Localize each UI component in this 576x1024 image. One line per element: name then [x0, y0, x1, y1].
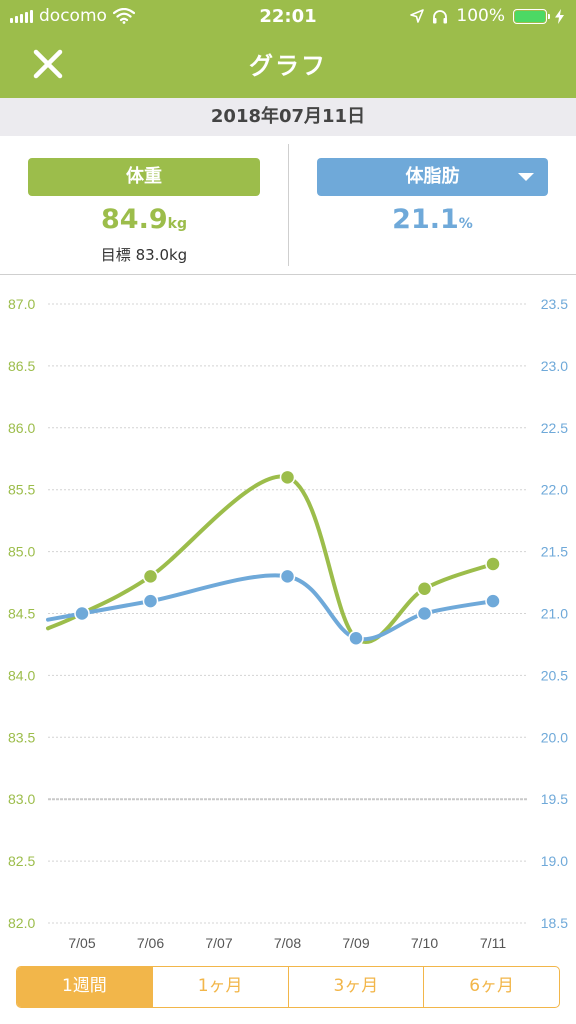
- right-axis-tick: 22.5: [541, 420, 568, 436]
- right-axis-tick: 18.5: [541, 915, 568, 931]
- weight-value: 84.9kg: [28, 204, 260, 235]
- weight-fat-chart: 87.0 23.5 86.5 23.0 86.0 22.5 85.5 22.0 85.0 21.5…: [8, 296, 568, 951]
- body-fat-point: [485, 593, 501, 609]
- body-fat-point: [348, 630, 364, 647]
- charging-icon: [555, 8, 564, 24]
- range-tab-3months[interactable]: 3ヶ月: [287, 967, 424, 1007]
- right-axis-tick: 21.0: [541, 606, 568, 622]
- right-axis-tick: 22.0: [541, 482, 568, 498]
- range-tab-6months[interactable]: 6ヶ月: [423, 967, 559, 1007]
- x-axis-tick: 7/05: [68, 935, 95, 951]
- goal-value: 83.0kg: [135, 246, 188, 264]
- left-axis-tick: 83.5: [8, 729, 35, 745]
- close-button[interactable]: [28, 44, 68, 84]
- weight-number: 84.9: [101, 204, 168, 235]
- range-selector: 1週間 1ヶ月 3ヶ月 6ヶ月: [16, 966, 560, 1008]
- left-axis-tick: 82.5: [8, 853, 35, 869]
- weight-goal: 目標 83.0kg: [28, 244, 260, 265]
- right-axis-tick: 21.5: [541, 544, 568, 560]
- body-fat-number: 21.1: [392, 204, 459, 235]
- body-fat-value: 21.1%: [317, 204, 548, 235]
- right-axis-tick: 23.0: [541, 358, 568, 374]
- x-axis-tick: 7/11: [480, 935, 506, 951]
- goal-label: 目標: [100, 246, 131, 264]
- left-axis-tick: 83.0: [8, 791, 35, 807]
- right-axis-tick: 23.5: [541, 296, 568, 312]
- x-axis-tick: 7/07: [205, 935, 232, 951]
- left-axis-tick: 84.0: [8, 667, 35, 683]
- body-fat-dropdown[interactable]: 体脂肪: [317, 158, 548, 196]
- body-fat-point: [74, 605, 90, 622]
- right-axis-tick: 20.0: [541, 729, 568, 745]
- signal-icon: [10, 9, 33, 23]
- right-axis-tick: 19.5: [541, 791, 568, 807]
- weight-button-label: 体重: [126, 166, 162, 187]
- status-time: 22:01: [259, 6, 317, 27]
- metrics-divider: [288, 144, 289, 266]
- weight-point: [416, 580, 433, 597]
- left-axis-tick: 84.5: [8, 606, 35, 622]
- battery-percent: 100%: [456, 6, 505, 26]
- left-axis-tick: 82.0: [8, 915, 35, 931]
- page-title: グラフ: [249, 52, 327, 80]
- x-axis-tick: 7/09: [342, 935, 369, 951]
- weight-point: [485, 556, 501, 572]
- body-fat-point: [416, 605, 433, 622]
- weight-point: [279, 469, 296, 486]
- caret-down-icon: [518, 173, 534, 181]
- right-axis-tick: 19.0: [541, 853, 568, 869]
- left-axis-tick: 86.0: [8, 420, 35, 436]
- wifi-icon: [112, 8, 135, 24]
- left-axis-tick: 85.5: [8, 482, 35, 498]
- location-icon: [410, 9, 425, 23]
- left-axis-tick: 85.0: [8, 544, 35, 560]
- metrics-panel: 体重 84.9kg 目標 83.0kg 体脂肪 21.1%: [0, 136, 576, 275]
- date-label: 2018年07月11日: [0, 98, 576, 136]
- left-axis-tick: 86.5: [8, 358, 35, 374]
- status-bar: docomo 22:01 100%: [0, 0, 576, 32]
- weight-point: [142, 568, 159, 585]
- right-axis-tick: 20.5: [541, 667, 568, 683]
- carrier-label: docomo: [39, 6, 107, 26]
- body-fat-point: [142, 593, 159, 609]
- weight-button[interactable]: 体重: [28, 158, 260, 196]
- x-axis-tick: 7/06: [137, 935, 164, 951]
- body-fat-button-label: 体脂肪: [405, 166, 460, 187]
- x-axis-tick: 7/08: [274, 935, 301, 951]
- left-axis-tick: 87.0: [8, 296, 35, 312]
- app-header: docomo 22:01 100%: [0, 0, 576, 98]
- body-fat-point: [279, 568, 296, 585]
- body-fat-unit: %: [458, 216, 473, 232]
- x-axis-tick: 7/10: [411, 935, 438, 951]
- battery-icon: [513, 8, 550, 24]
- weight-unit: kg: [167, 216, 187, 232]
- headphones-icon: [433, 9, 448, 23]
- close-icon: [33, 49, 63, 79]
- range-tab-1month[interactable]: 1ヶ月: [151, 967, 288, 1007]
- range-tab-1week[interactable]: 1週間: [17, 967, 152, 1007]
